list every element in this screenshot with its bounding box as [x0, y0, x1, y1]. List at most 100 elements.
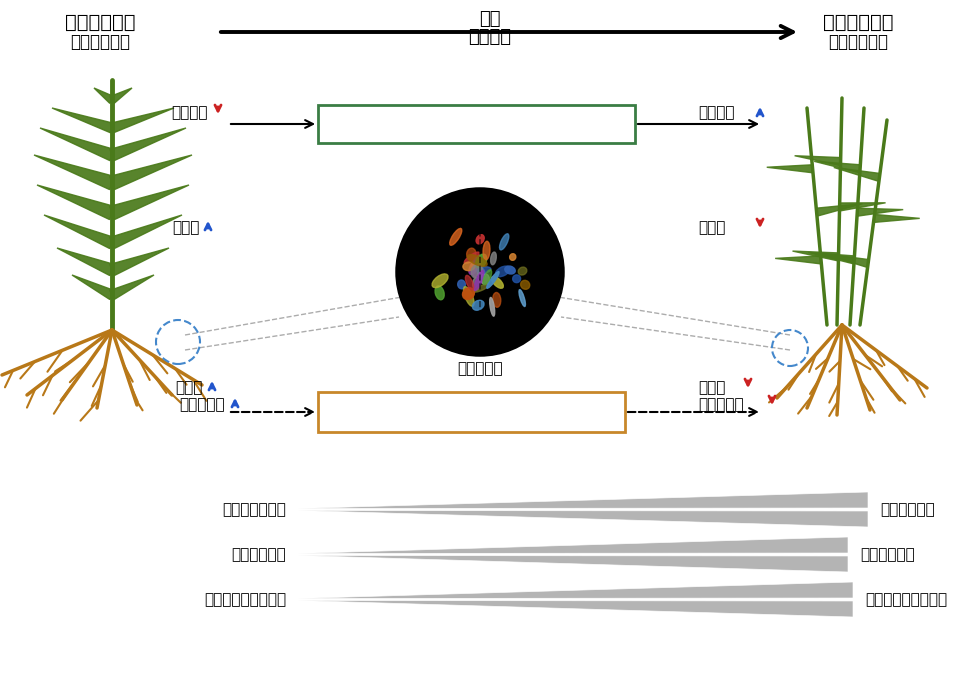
Polygon shape — [775, 256, 821, 264]
Polygon shape — [793, 251, 839, 261]
Text: 宿主遗传多样性: 宿主遗传多样性 — [222, 502, 286, 517]
Polygon shape — [57, 248, 114, 276]
Ellipse shape — [449, 229, 462, 245]
Polygon shape — [298, 511, 868, 527]
Polygon shape — [839, 203, 885, 211]
Polygon shape — [109, 185, 189, 220]
Polygon shape — [44, 215, 114, 249]
Text: 种内竞争作用: 种内竞争作用 — [880, 502, 935, 517]
Ellipse shape — [475, 254, 487, 268]
Ellipse shape — [465, 252, 480, 263]
Text: 选择压力: 选择压力 — [468, 28, 512, 46]
Text: 比叶面积: 比叶面积 — [172, 105, 208, 121]
Ellipse shape — [472, 278, 480, 290]
Bar — [318, 392, 625, 432]
Polygon shape — [808, 252, 854, 264]
Ellipse shape — [510, 254, 516, 261]
Ellipse shape — [472, 256, 482, 271]
Polygon shape — [823, 254, 869, 267]
Text: 细根生物量: 细根生物量 — [180, 398, 225, 412]
Polygon shape — [816, 204, 862, 216]
Text: 根微生物组: 根微生物组 — [457, 362, 503, 376]
Ellipse shape — [490, 297, 494, 316]
Ellipse shape — [481, 274, 490, 285]
Ellipse shape — [468, 260, 479, 274]
Ellipse shape — [483, 270, 492, 285]
Text: 根冠比: 根冠比 — [173, 220, 200, 236]
Polygon shape — [298, 556, 848, 572]
Polygon shape — [298, 601, 853, 617]
Polygon shape — [767, 165, 813, 173]
Polygon shape — [34, 155, 114, 190]
Ellipse shape — [513, 275, 520, 283]
Ellipse shape — [466, 275, 473, 290]
Text: 微生物多样性: 微生物多样性 — [231, 547, 286, 562]
Ellipse shape — [487, 272, 499, 288]
Polygon shape — [814, 161, 861, 173]
Polygon shape — [94, 88, 114, 103]
Text: 比叶面积: 比叶面积 — [698, 105, 734, 121]
Ellipse shape — [492, 292, 501, 307]
Ellipse shape — [476, 235, 484, 244]
Polygon shape — [298, 537, 848, 554]
Polygon shape — [298, 582, 853, 599]
Polygon shape — [37, 185, 114, 220]
Ellipse shape — [491, 252, 496, 265]
Ellipse shape — [492, 277, 503, 288]
Ellipse shape — [435, 286, 444, 300]
Ellipse shape — [463, 288, 474, 299]
Polygon shape — [874, 214, 920, 222]
Ellipse shape — [464, 287, 474, 306]
Bar — [318, 105, 635, 143]
Ellipse shape — [471, 265, 482, 278]
Polygon shape — [795, 156, 841, 166]
Polygon shape — [109, 215, 182, 249]
Circle shape — [397, 189, 563, 355]
Ellipse shape — [474, 270, 484, 290]
Ellipse shape — [472, 257, 481, 277]
Text: 农业生态系统: 农业生态系统 — [823, 12, 893, 31]
Text: 驯化: 驯化 — [479, 10, 501, 28]
Ellipse shape — [520, 281, 530, 289]
Ellipse shape — [519, 290, 525, 306]
Ellipse shape — [478, 267, 485, 279]
Ellipse shape — [458, 280, 466, 289]
Text: 比根长: 比根长 — [698, 380, 726, 396]
Polygon shape — [834, 168, 880, 182]
Ellipse shape — [495, 266, 510, 277]
Text: 地上性状受直接选择作用: 地上性状受直接选择作用 — [426, 116, 527, 132]
Ellipse shape — [432, 274, 448, 288]
Ellipse shape — [483, 241, 490, 260]
Ellipse shape — [463, 262, 475, 271]
Text: 外部养分投入: 外部养分投入 — [860, 547, 915, 562]
Text: （野生亲属）: （野生亲属） — [70, 33, 130, 51]
Text: 自然生态系统: 自然生态系统 — [64, 12, 135, 31]
Polygon shape — [857, 208, 903, 216]
Polygon shape — [52, 108, 113, 133]
Ellipse shape — [468, 254, 487, 266]
Ellipse shape — [467, 248, 476, 260]
Text: 地下性状受间接选择作用: 地下性状受间接选择作用 — [421, 405, 521, 419]
Ellipse shape — [472, 300, 484, 310]
Ellipse shape — [473, 284, 489, 292]
Text: 比根长: 比根长 — [176, 380, 203, 396]
Text: 异质性资源可利用性: 异质性资源可利用性 — [204, 592, 286, 607]
Polygon shape — [298, 492, 868, 509]
Text: 细根生物量: 细根生物量 — [698, 398, 744, 412]
Polygon shape — [110, 88, 132, 103]
Ellipse shape — [499, 234, 509, 250]
Text: 根冠比: 根冠比 — [698, 220, 726, 236]
Polygon shape — [110, 128, 186, 161]
Polygon shape — [109, 275, 154, 299]
Polygon shape — [109, 155, 192, 190]
Ellipse shape — [505, 266, 516, 274]
Ellipse shape — [477, 267, 491, 273]
Text: （现代作物）: （现代作物） — [828, 33, 888, 51]
Polygon shape — [72, 275, 114, 299]
Polygon shape — [109, 248, 169, 276]
Ellipse shape — [518, 267, 527, 275]
Polygon shape — [40, 128, 114, 161]
Ellipse shape — [464, 292, 473, 299]
Text: 同质性资源可利用性: 同质性资源可利用性 — [865, 592, 948, 607]
Polygon shape — [110, 108, 174, 133]
